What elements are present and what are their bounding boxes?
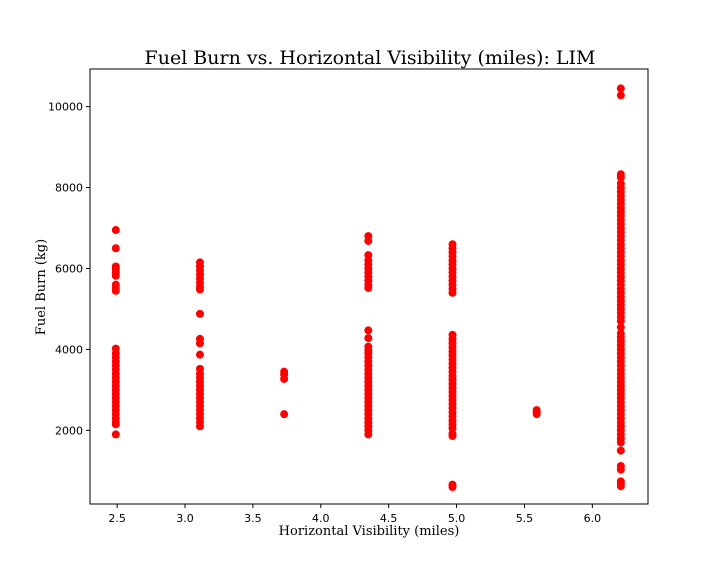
data-point (111, 226, 120, 235)
ticks-layer: 2.5 3.0 3.5 4.0 4.5 5.0 5.5 6.0 2000 4000 6000 8000… (48, 101, 601, 525)
x-tick-label: 5.5 (516, 512, 534, 525)
data-point (616, 317, 625, 326)
data-point (448, 288, 457, 297)
data-point (364, 334, 373, 343)
y-tick-label: 2000 (55, 424, 83, 437)
x-tick-label: 3.5 (244, 512, 262, 525)
y-axis-label: Fuel Burn (kg) (34, 239, 49, 335)
data-point (448, 432, 457, 441)
data-point (616, 173, 625, 182)
data-point (616, 91, 625, 100)
y-tick-label: 6000 (55, 262, 83, 275)
x-tick-label: 6.0 (584, 512, 602, 525)
x-tick-label: 3.0 (176, 512, 194, 525)
data-point (111, 420, 120, 429)
data-point (111, 244, 120, 253)
y-tick-label: 4000 (55, 343, 83, 356)
plot-frame (89, 68, 649, 505)
data-point (364, 430, 373, 439)
data-point (616, 446, 625, 455)
data-point (195, 350, 204, 359)
y-tick-label: 10000 (48, 101, 83, 114)
chart-title: Fuel Burn vs. Horizontal Visibility (mil… (145, 47, 596, 69)
data-point (111, 430, 120, 439)
data-point (111, 271, 120, 280)
data-point (195, 422, 204, 431)
data-point (364, 236, 373, 245)
data-point (364, 283, 373, 292)
data-point (280, 410, 289, 419)
data-point (448, 483, 457, 492)
x-axis-label: Horizontal Visibility (miles) (279, 524, 460, 539)
data-point (195, 285, 204, 294)
data-point (195, 339, 204, 348)
data-point (111, 286, 120, 295)
x-tick-label: 5.0 (448, 512, 466, 525)
data-point (364, 326, 373, 335)
data-point (616, 465, 625, 474)
data-point (616, 84, 625, 93)
x-tick-label: 4.5 (380, 512, 398, 525)
y-tick-label: 8000 (55, 182, 83, 195)
data-point (616, 323, 625, 332)
data-point (532, 410, 541, 419)
data-point (616, 482, 625, 491)
data-point (195, 309, 204, 318)
data-point (280, 374, 289, 383)
x-tick-label: 4.0 (312, 512, 330, 525)
points-layer (111, 84, 625, 492)
data-point (616, 438, 625, 447)
x-tick-label: 2.5 (108, 512, 126, 525)
